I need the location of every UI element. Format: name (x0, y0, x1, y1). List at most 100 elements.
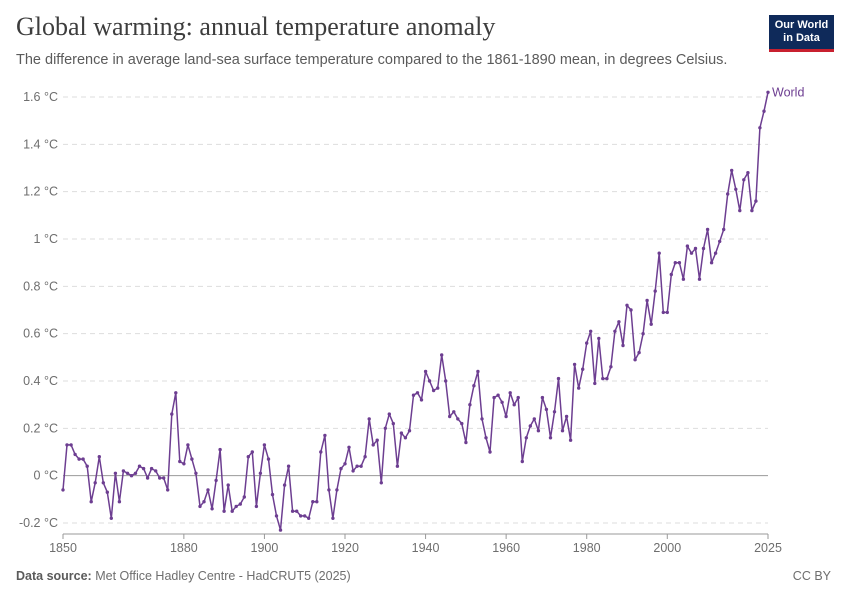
data-point[interactable] (355, 464, 359, 468)
data-point[interactable] (270, 492, 275, 497)
data-point[interactable] (738, 208, 742, 213)
data-point[interactable] (403, 436, 408, 440)
data-point[interactable] (69, 443, 73, 447)
data-point[interactable] (685, 244, 690, 248)
data-point[interactable] (448, 414, 452, 419)
data-point[interactable] (250, 450, 254, 454)
data-point[interactable] (544, 407, 549, 412)
data-point[interactable] (371, 443, 375, 447)
license-link[interactable]: CC BY (792, 569, 831, 583)
data-point[interactable] (162, 476, 166, 480)
data-point[interactable] (363, 455, 367, 459)
data-point[interactable] (89, 500, 93, 504)
data-point[interactable] (681, 277, 686, 281)
data-point[interactable] (516, 395, 520, 400)
data-point[interactable] (149, 466, 154, 471)
data-point[interactable] (440, 353, 444, 357)
data-point[interactable] (508, 391, 512, 395)
data-point[interactable] (492, 395, 496, 400)
data-point[interactable] (202, 500, 206, 504)
data-point[interactable] (73, 452, 77, 457)
data-point[interactable] (754, 199, 758, 203)
data-point[interactable] (665, 310, 669, 315)
data-point[interactable] (617, 320, 621, 324)
data-point[interactable] (621, 343, 625, 348)
data-point[interactable] (158, 476, 162, 480)
data-point[interactable] (605, 376, 609, 381)
data-point[interactable] (238, 502, 242, 506)
data-point[interactable] (182, 462, 186, 466)
data-point[interactable] (419, 398, 424, 402)
data-point[interactable] (444, 379, 448, 383)
data-point[interactable] (609, 365, 613, 369)
data-point[interactable] (230, 509, 234, 513)
data-point[interactable] (391, 421, 395, 426)
data-point[interactable] (105, 490, 110, 494)
data-point[interactable] (137, 464, 142, 468)
data-point[interactable] (367, 417, 371, 421)
data-point[interactable] (637, 350, 641, 355)
data-point[interactable] (190, 457, 194, 461)
data-point[interactable] (299, 514, 303, 518)
data-point[interactable] (657, 251, 661, 255)
data-point[interactable] (480, 417, 484, 421)
data-point[interactable] (234, 504, 238, 509)
data-point[interactable] (472, 384, 476, 388)
data-point[interactable] (145, 476, 150, 480)
data-point[interactable] (65, 443, 69, 447)
data-point[interactable] (423, 369, 428, 374)
data-point[interactable] (504, 414, 508, 419)
data-point[interactable] (709, 261, 714, 265)
data-point[interactable] (246, 455, 250, 459)
data-point[interactable] (452, 410, 456, 414)
data-point[interactable] (730, 168, 734, 173)
data-point[interactable] (456, 417, 460, 421)
data-point[interactable] (278, 528, 283, 532)
data-point[interactable] (61, 488, 65, 492)
data-point[interactable] (581, 367, 585, 371)
data-point[interactable] (266, 457, 271, 461)
data-point[interactable] (387, 412, 391, 416)
data-point[interactable] (673, 261, 677, 265)
data-point[interactable] (383, 426, 387, 430)
data-point[interactable] (734, 187, 738, 191)
data-point[interactable] (532, 417, 536, 421)
data-point[interactable] (351, 469, 355, 473)
data-point[interactable] (564, 414, 569, 419)
data-point[interactable] (701, 246, 706, 251)
data-point[interactable] (766, 90, 770, 95)
data-point[interactable] (464, 440, 468, 445)
data-point[interactable] (186, 443, 190, 447)
data-point[interactable] (81, 457, 85, 461)
data-point[interactable] (572, 362, 577, 367)
data-point[interactable] (166, 488, 170, 492)
data-point[interactable] (548, 436, 553, 440)
data-point[interactable] (274, 514, 279, 518)
data-point[interactable] (641, 332, 645, 336)
data-point[interactable] (319, 450, 323, 454)
data-point[interactable] (645, 298, 649, 303)
data-point[interactable] (254, 504, 259, 509)
data-point[interactable] (746, 171, 750, 175)
data-point[interactable] (669, 272, 673, 277)
data-point[interactable] (722, 227, 726, 232)
data-point[interactable] (194, 471, 198, 475)
data-point[interactable] (125, 471, 130, 475)
data-point[interactable] (141, 466, 146, 471)
data-point[interactable] (295, 509, 299, 513)
data-point[interactable] (488, 450, 492, 454)
data-point[interactable] (77, 457, 81, 461)
data-point[interactable] (359, 464, 363, 468)
data-point[interactable] (750, 208, 754, 213)
data-point[interactable] (713, 251, 718, 255)
data-point[interactable] (174, 391, 178, 395)
data-point[interactable] (347, 445, 351, 449)
data-point[interactable] (198, 504, 202, 509)
data-point[interactable] (97, 455, 102, 459)
data-point[interactable] (303, 514, 307, 518)
data-point[interactable] (415, 391, 420, 395)
data-point[interactable] (327, 488, 331, 492)
data-point[interactable] (552, 410, 557, 414)
data-point[interactable] (307, 516, 311, 520)
data-point[interactable] (468, 403, 472, 407)
